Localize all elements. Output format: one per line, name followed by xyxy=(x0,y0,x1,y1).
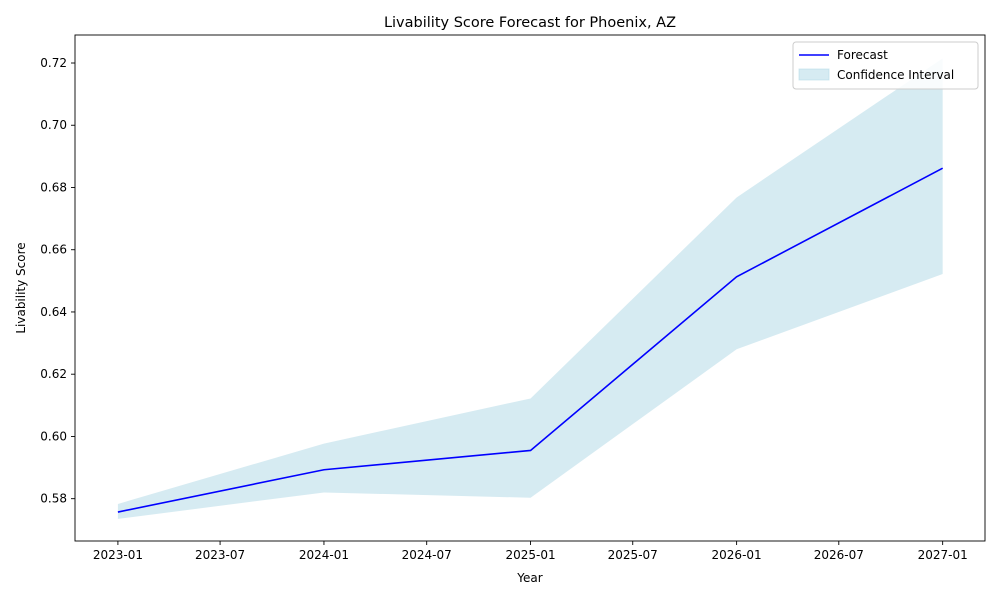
chart-title: Livability Score Forecast for Phoenix, A… xyxy=(384,15,676,31)
y-tick-label: 0.66 xyxy=(40,243,67,257)
forecast-line xyxy=(117,167,944,513)
y-tick-label: 0.62 xyxy=(40,367,67,381)
x-tick-label: 2024-01 xyxy=(299,548,349,562)
x-tick-label: 2023-01 xyxy=(93,548,143,562)
x-tick-label: 2027-01 xyxy=(918,548,968,562)
y-axis-label: Livability Score xyxy=(14,242,28,333)
legend-confidence-label: Confidence Interval xyxy=(837,68,954,82)
y-tick-label: 0.60 xyxy=(40,429,67,443)
legend-forecast-label: Forecast xyxy=(837,48,888,62)
x-axis: 2023-01 2023-07 2024-01 2024-07 2025-01 2025-… xyxy=(93,541,968,562)
x-tick-label: 2026-07 xyxy=(814,548,864,562)
y-tick-label: 0.58 xyxy=(40,492,67,506)
y-tick-label: 0.70 xyxy=(40,118,67,132)
axes-frame xyxy=(74,34,986,542)
x-axis-label: Year xyxy=(516,571,542,585)
confidence-interval-band xyxy=(117,58,943,519)
y-tick-label: 0.68 xyxy=(40,180,67,194)
legend-box xyxy=(792,41,979,90)
y-axis: 0.58 0.60 0.62 0.64 0.66 0.68 0.70 0.72 xyxy=(40,56,75,506)
x-tick-label: 2023-07 xyxy=(195,548,245,562)
x-tick-label: 2026-01 xyxy=(712,548,762,562)
x-tick-label: 2024-07 xyxy=(402,548,452,562)
y-tick-label: 0.64 xyxy=(40,305,67,319)
x-tick-label: 2025-01 xyxy=(505,548,555,562)
x-tick-label: 2025-07 xyxy=(608,548,658,562)
legend-confidence-swatch xyxy=(798,68,830,81)
y-tick-label: 0.72 xyxy=(40,56,67,70)
legend: Forecast Confidence Interval xyxy=(792,41,979,90)
plot-area xyxy=(117,58,944,519)
